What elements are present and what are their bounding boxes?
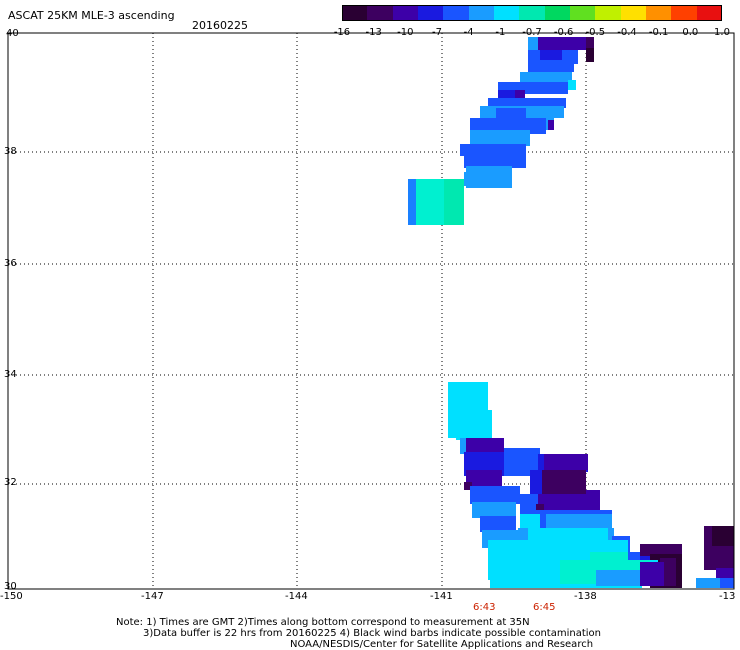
- swath-pixel: [537, 37, 587, 50]
- colorbar-tick-label: -0.4: [617, 27, 637, 38]
- swath-pixel: [640, 562, 664, 586]
- swath-pixel: [466, 470, 502, 490]
- colorbar-tick-label: -13: [365, 27, 382, 38]
- lat-label-30: 30: [4, 581, 17, 592]
- colorbar-tick-label: 1.0: [714, 27, 730, 38]
- colorbar-tick-label: -0.5: [585, 27, 606, 38]
- lat-label-36: 36: [4, 258, 17, 269]
- lon-label-150: -150: [0, 591, 23, 602]
- colorbar-tick-label: -10: [397, 27, 414, 38]
- swath-pixel: [472, 502, 516, 518]
- colorbar-swatch: [620, 5, 647, 21]
- colorbar-swatch: [519, 5, 546, 21]
- swath-pixel: [540, 50, 562, 60]
- swath-pixel: [542, 470, 586, 496]
- swath-time-2: 6:45: [533, 602, 556, 613]
- colorbar-swatch: [392, 5, 419, 21]
- note-line-1: Note: 1) Times are GMT 2)Times along bot…: [116, 617, 530, 628]
- swath-pixel: [544, 454, 588, 470]
- swath-pixel: [470, 486, 520, 504]
- colorbar-swatch: [671, 5, 698, 21]
- colorbar-tick-label: -1: [495, 27, 506, 38]
- swath-pixel: [586, 490, 600, 514]
- colorbar-swatch: [494, 5, 520, 21]
- lon-label-144: -144: [285, 591, 308, 602]
- lon-label-135: -13: [719, 591, 736, 602]
- colorbar-tick-label: -0.7: [522, 27, 542, 38]
- swath-pixel: [716, 568, 734, 578]
- colorbar-swatch: [646, 5, 672, 21]
- swath-pixel: [460, 144, 526, 156]
- colorbar-tick-label: -0.6: [553, 27, 574, 38]
- colorbar-swatch: [570, 5, 596, 21]
- lat-label-32: 32: [4, 477, 17, 488]
- swath-pixel: [548, 120, 554, 130]
- lon-label-141: -141: [430, 591, 453, 602]
- swath-pixel: [466, 438, 504, 456]
- swath-pixel: [416, 179, 444, 225]
- lon-label-147: -147: [141, 591, 164, 602]
- swath-pixel: [520, 72, 572, 82]
- note-line-2: 3)Data buffer is 22 hrs from 20160225 4)…: [143, 628, 601, 639]
- colorbar-swatch: [443, 5, 470, 21]
- colorbar-swatch: [544, 5, 571, 21]
- swath-pixel: [480, 516, 516, 532]
- swath-pixel: [456, 410, 492, 440]
- lat-label-34: 34: [4, 369, 17, 380]
- colorbar-tick-label: -4: [463, 27, 474, 38]
- colorbar-tick-label: -0.1: [648, 27, 669, 38]
- colorbar-tick-label: -16: [333, 27, 351, 38]
- swath-pixel: [488, 98, 566, 108]
- product-title: ASCAT 25KM MLE-3 ascending: [8, 9, 175, 22]
- note-line-3: NOAA/NESDIS/Center for Satellite Applica…: [290, 639, 594, 650]
- swath-pixel: [640, 544, 682, 556]
- swath-pixel: [528, 37, 538, 50]
- swath-pixel: [720, 578, 734, 588]
- swath-pixel: [466, 166, 512, 188]
- swath-pixel: [520, 514, 540, 530]
- swath-pixel: [546, 514, 612, 530]
- swath-time-1: 6:43: [473, 602, 496, 613]
- swath-pixel: [464, 172, 474, 186]
- colorbar-swatch: [367, 5, 394, 21]
- lat-label-40: 40: [6, 28, 19, 39]
- swath-pixel: [696, 578, 720, 588]
- data-swath: [408, 37, 734, 588]
- colorbar-swatch: [342, 5, 368, 21]
- swath-pixel: [568, 80, 576, 90]
- swath-pixel: [528, 528, 608, 540]
- product-date: 20160225: [192, 19, 248, 32]
- colorbar-swatch: [418, 5, 444, 21]
- swath-pixel: [515, 90, 525, 98]
- graticule: [8, 33, 734, 589]
- colorbar-frame: [342, 5, 722, 21]
- swath-pixel: [470, 130, 530, 146]
- swath-pixel: [586, 48, 594, 62]
- lon-label-138: -138: [574, 591, 597, 602]
- swath-pixel: [464, 482, 472, 490]
- colorbar-swatch: [595, 5, 622, 21]
- swath-pixel: [538, 494, 588, 512]
- swath-pixel: [704, 546, 734, 570]
- plot-border: [7, 32, 735, 590]
- swath-pixel: [586, 37, 594, 49]
- swath-pixel: [528, 64, 574, 72]
- lat-label-38: 38: [4, 146, 17, 157]
- colorbar-tick-label: 0.0: [682, 27, 699, 38]
- swath-pixel: [408, 179, 416, 225]
- colorbar-swatch: [468, 5, 495, 21]
- colorbar-tick-label: -7: [432, 27, 442, 38]
- swath-pixel: [464, 156, 526, 168]
- colorbar-swatch: [696, 5, 723, 21]
